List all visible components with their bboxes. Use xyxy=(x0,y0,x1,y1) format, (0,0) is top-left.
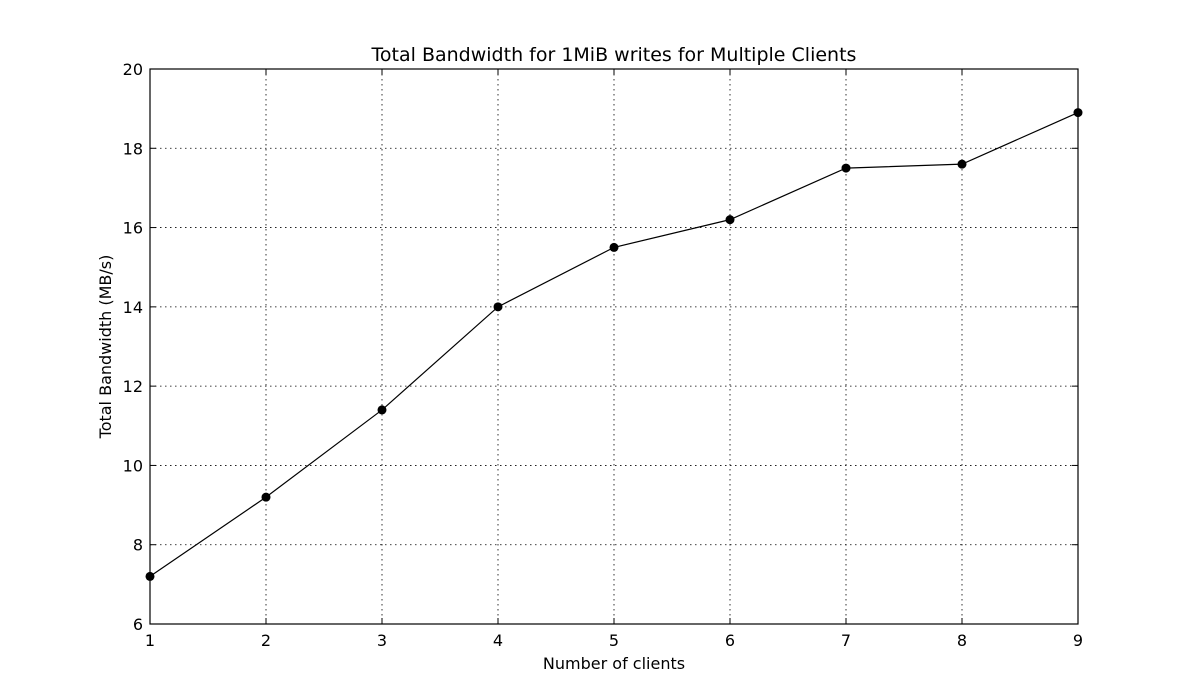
x-tick-label: 9 xyxy=(1073,631,1083,650)
x-tick-label: 2 xyxy=(261,631,271,650)
series-layer xyxy=(145,108,1083,581)
y-axis-label: Total Bandwidth (MB/s) xyxy=(96,255,115,440)
data-point xyxy=(609,242,619,252)
data-point xyxy=(725,215,735,225)
y-tick-label: 16 xyxy=(123,219,143,238)
y-tick-label: 20 xyxy=(123,60,143,79)
x-tick-label: 1 xyxy=(145,631,155,650)
data-point xyxy=(493,302,503,312)
data-point xyxy=(841,163,851,173)
y-tick-label: 18 xyxy=(123,139,143,158)
x-axis-label: Number of clients xyxy=(543,654,685,673)
x-tick-label: 4 xyxy=(493,631,503,650)
y-tick-label: 14 xyxy=(123,298,143,317)
x-tick-label: 8 xyxy=(957,631,967,650)
x-tick-label: 5 xyxy=(609,631,619,650)
y-tick-label: 12 xyxy=(123,377,143,396)
y-tick-label: 8 xyxy=(133,536,143,555)
chart-title: Total Bandwidth for 1MiB writes for Mult… xyxy=(371,44,857,66)
plot-frame xyxy=(149,68,1079,625)
x-tick-label: 6 xyxy=(725,631,735,650)
y-tick-label: 10 xyxy=(123,456,143,475)
data-point xyxy=(377,405,387,415)
data-point xyxy=(957,159,967,169)
x-tick-label: 3 xyxy=(377,631,387,650)
y-tick-label: 6 xyxy=(133,615,143,634)
data-point xyxy=(261,492,271,502)
x-tick-label: 7 xyxy=(841,631,851,650)
